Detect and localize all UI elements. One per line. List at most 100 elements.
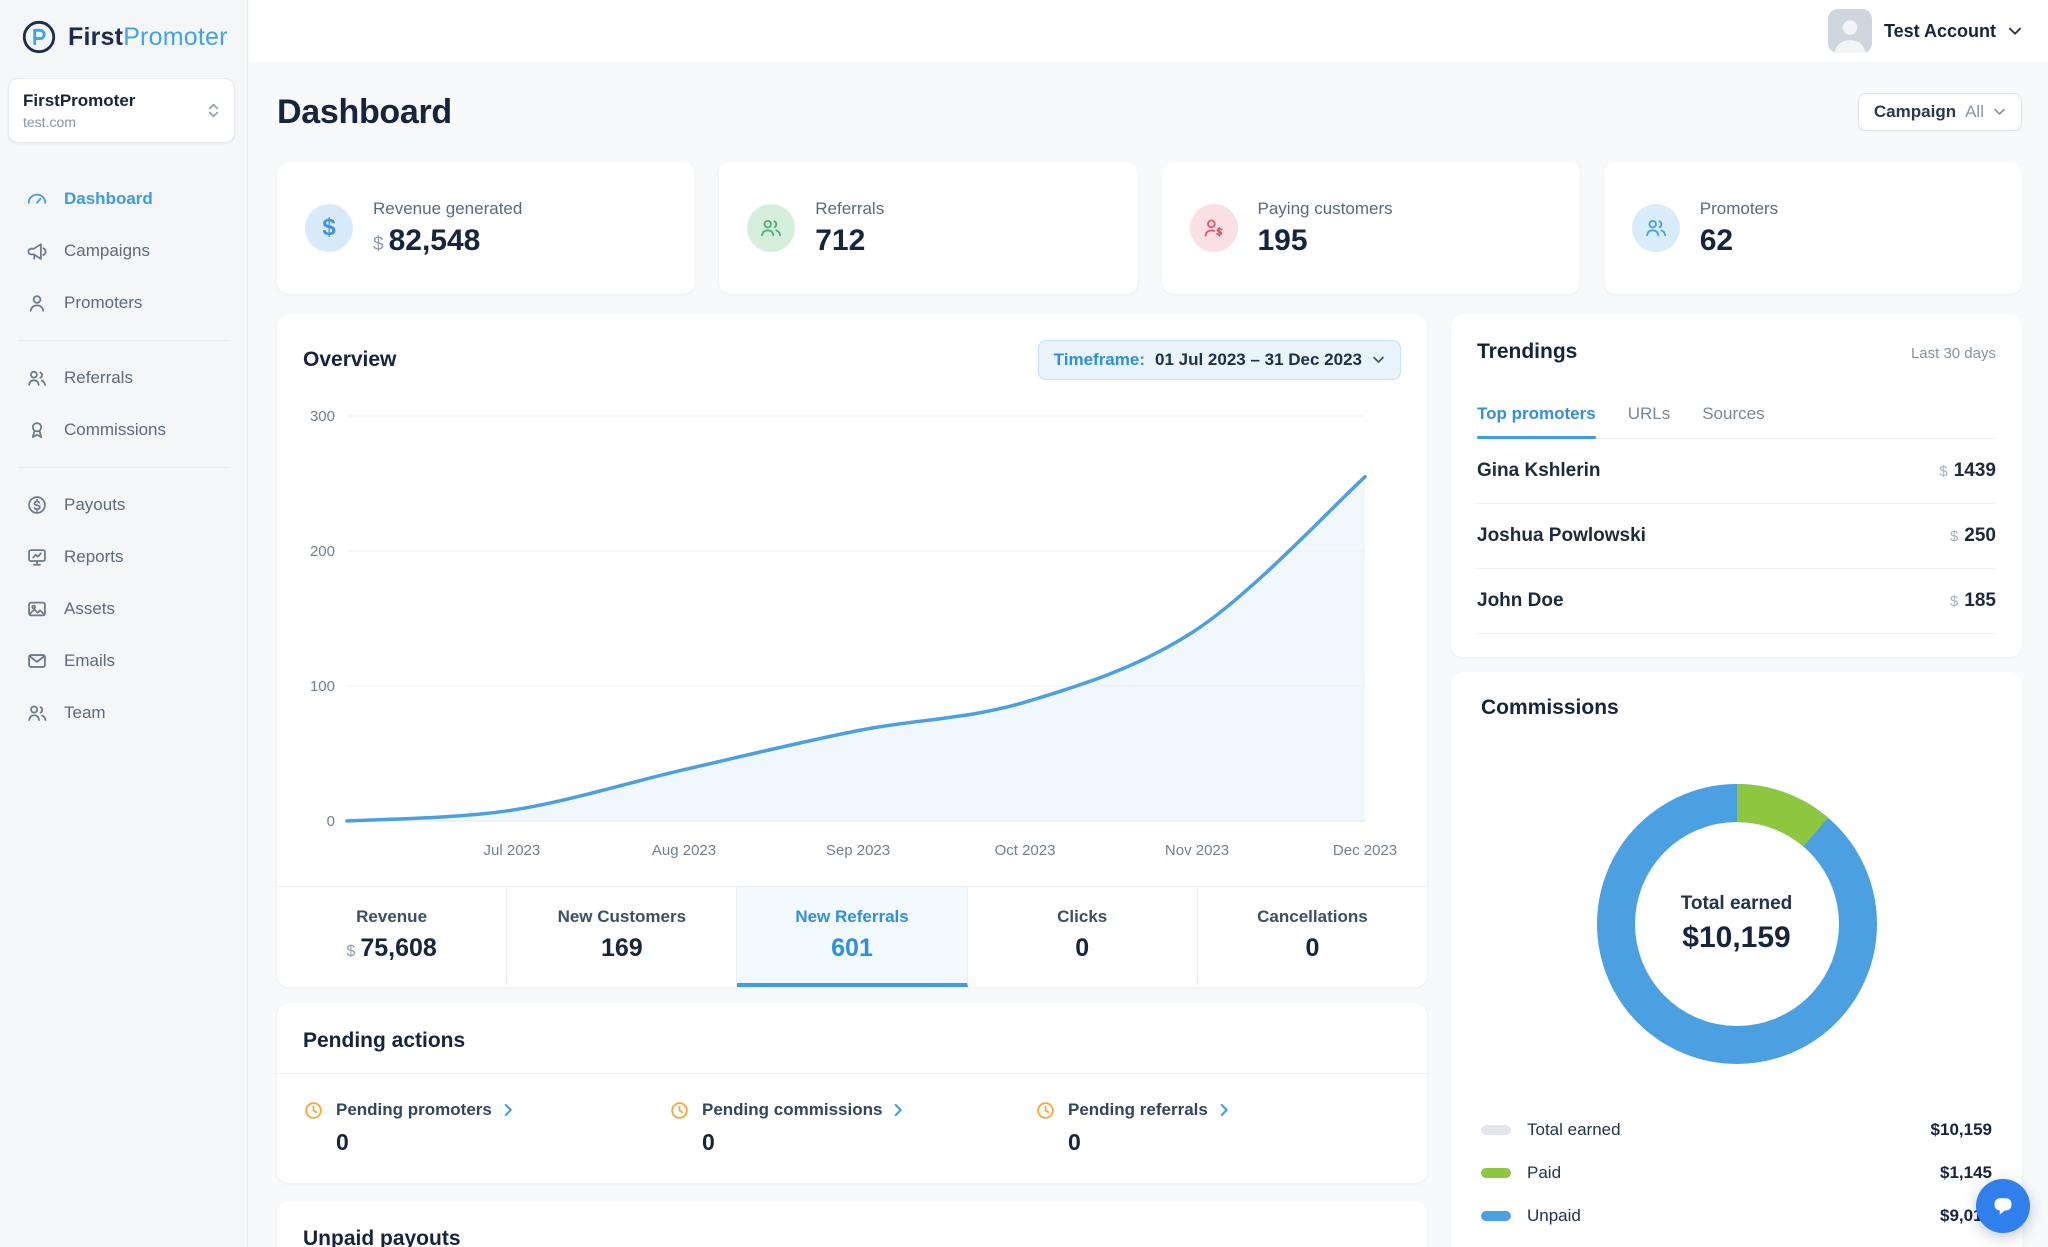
envelope-icon bbox=[26, 650, 48, 672]
workspace-switcher[interactable]: FirstPromoter test.com bbox=[8, 78, 235, 143]
workspace-name: FirstPromoter bbox=[23, 91, 136, 110]
sidebar-item-team[interactable]: Team bbox=[0, 687, 247, 739]
tab-urls[interactable]: URLs bbox=[1627, 404, 1671, 423]
nav-divider bbox=[18, 340, 229, 341]
page-title: Dashboard bbox=[277, 92, 452, 131]
clock-icon bbox=[669, 1100, 690, 1156]
nav-divider bbox=[18, 467, 229, 468]
tab-revenue[interactable]: Revenue $75,608 bbox=[277, 887, 508, 987]
trendings-title: Trendings bbox=[1477, 340, 1578, 363]
people-icon bbox=[26, 367, 48, 389]
image-icon bbox=[26, 598, 48, 620]
overview-metric-tabs: Revenue $75,608 New Customers 169 New Re… bbox=[277, 886, 1427, 987]
dashboard-icon bbox=[26, 188, 48, 210]
sidebar-item-assets[interactable]: Assets bbox=[0, 583, 247, 635]
account-menu[interactable]: Test Account bbox=[1827, 9, 2022, 53]
main-content: Dashboard Campaign All $ Revenue generat… bbox=[249, 62, 2048, 1247]
legend-swatch bbox=[1481, 1167, 1511, 1178]
sidebar-item-referrals[interactable]: Referrals bbox=[0, 352, 247, 404]
updown-chevron-icon bbox=[207, 102, 220, 119]
legend-swatch bbox=[1481, 1210, 1511, 1221]
legend-swatch bbox=[1481, 1124, 1511, 1135]
stat-card-referrals: Referrals 712 bbox=[719, 162, 1138, 294]
stat-value: 195 bbox=[1257, 223, 1308, 257]
donut-center-label: Total earned bbox=[1680, 893, 1793, 914]
tab-top-promoters[interactable]: Top promoters bbox=[1477, 404, 1596, 439]
dollar-circle-icon bbox=[26, 494, 48, 516]
account-name: Test Account bbox=[1883, 20, 1996, 41]
chevron-down-icon bbox=[1372, 356, 1385, 364]
trending-row: Joshua Powlowski $250 bbox=[1477, 504, 1996, 569]
workspace-domain: test.com bbox=[23, 114, 76, 130]
stat-value: 712 bbox=[815, 223, 866, 257]
svg-text:100: 100 bbox=[310, 678, 335, 695]
medal-icon bbox=[26, 419, 48, 441]
trendings-period: Last 30 days bbox=[1910, 345, 1996, 362]
svg-text:Sep 2023: Sep 2023 bbox=[826, 842, 890, 859]
stat-card-paying-customers: Paying customers 195 bbox=[1161, 162, 1580, 294]
tab-new-customers[interactable]: New Customers 169 bbox=[507, 887, 738, 987]
chat-icon bbox=[1990, 1193, 2016, 1219]
trendings-tabs: Top promoters URLs Sources bbox=[1477, 404, 1996, 439]
tab-clicks[interactable]: Clicks 0 bbox=[968, 887, 1198, 987]
sidebar-item-promoters[interactable]: Promoters bbox=[0, 277, 247, 329]
commissions-legend: Total earned $10,159 Paid $1,145 Unpaid … bbox=[1481, 1108, 1992, 1237]
topbar: Test Account bbox=[249, 0, 2048, 62]
pending-referrals-item[interactable]: Pending referrals 0 bbox=[1035, 1100, 1401, 1156]
sidebar-item-campaigns[interactable]: Campaigns bbox=[0, 225, 247, 277]
overview-line-chart: 0 100 200 300 Jul 2023 Aug 2023 Sep 2023 Oct 20… bbox=[310, 408, 1397, 859]
referrals-icon bbox=[747, 204, 796, 252]
person-icon bbox=[26, 292, 48, 314]
sidebar-item-emails[interactable]: Emails bbox=[0, 635, 247, 687]
chevron-right-icon bbox=[894, 1103, 903, 1117]
commissions-donut-chart: Total earned $10,159 bbox=[1596, 784, 1877, 1064]
chevron-right-icon bbox=[1220, 1103, 1229, 1117]
trending-row: Gina Kshlerin $1439 bbox=[1477, 439, 1996, 504]
pending-actions-title: Pending actions bbox=[303, 1029, 466, 1052]
legend-row-paid: Paid $1,145 bbox=[1481, 1151, 1992, 1194]
sidebar-nav: Dashboard Campaigns Promoters Referrals bbox=[0, 173, 247, 739]
sidebar-item-payouts[interactable]: Payouts bbox=[0, 479, 247, 531]
tab-cancellations[interactable]: Cancellations 0 bbox=[1257, 907, 1368, 962]
tab-sources[interactable]: Sources bbox=[1702, 404, 1765, 423]
svg-text:Dec 2023: Dec 2023 bbox=[1333, 842, 1397, 859]
sidebar-item-dashboard[interactable]: Dashboard bbox=[0, 173, 247, 225]
clock-icon bbox=[303, 1100, 324, 1156]
chevron-right-icon bbox=[504, 1103, 513, 1117]
team-icon bbox=[26, 702, 48, 724]
pending-actions-card: Pending actions Pending promoters 0 bbox=[277, 1003, 1427, 1183]
svg-text:Jul 2023: Jul 2023 bbox=[484, 842, 541, 859]
stat-cards-row: $ Revenue generated $82,548 Referrals 71… bbox=[277, 162, 2022, 294]
svg-text:300: 300 bbox=[310, 408, 335, 425]
timeframe-selector[interactable]: Timeframe: 01 Jul 2023 – 31 Dec 2023 bbox=[1037, 340, 1401, 380]
commissions-card: Commissions Total earned $10,159 Total e… bbox=[1451, 672, 2022, 1247]
stat-value: $82,548 bbox=[373, 223, 481, 257]
promoters-icon bbox=[1631, 204, 1680, 252]
legend-row-total-earned: Total earned $10,159 bbox=[1481, 1108, 1992, 1151]
clock-icon bbox=[1035, 1100, 1056, 1156]
overview-title: Overview bbox=[303, 348, 397, 371]
megaphone-icon bbox=[26, 240, 48, 262]
sidebar-item-reports[interactable]: Reports bbox=[0, 531, 247, 583]
trendings-card: Trendings Last 30 days Top promoters URL… bbox=[1451, 314, 2022, 657]
unpaid-payouts-card: Unpaid payouts bbox=[277, 1201, 1427, 1247]
trending-row: John Doe $185 bbox=[1477, 569, 1996, 634]
chat-widget-button[interactable] bbox=[1976, 1179, 2030, 1233]
tab-new-referrals[interactable]: New Referrals 601 bbox=[737, 887, 968, 987]
sidebar-item-commissions[interactable]: Commissions bbox=[0, 404, 247, 456]
sidebar: FirstPromoter FirstPromoter test.com Das… bbox=[0, 0, 248, 1247]
campaign-filter-button[interactable]: Campaign All bbox=[1857, 93, 2022, 131]
avatar bbox=[1827, 9, 1872, 53]
stat-card-promoters: Promoters 62 bbox=[1603, 162, 2022, 294]
svg-text:Aug 2023: Aug 2023 bbox=[652, 842, 716, 859]
pending-promoters-item[interactable]: Pending promoters 0 bbox=[303, 1100, 669, 1156]
commissions-title: Commissions bbox=[1481, 696, 1619, 719]
monitor-icon bbox=[26, 546, 48, 568]
svg-text:Nov 2023: Nov 2023 bbox=[1165, 842, 1229, 859]
app-logo[interactable]: FirstPromoter bbox=[0, 0, 247, 56]
unpaid-payouts-title: Unpaid payouts bbox=[303, 1227, 461, 1247]
pending-commissions-item[interactable]: Pending commissions 0 bbox=[669, 1100, 1035, 1156]
legend-row-unpaid: Unpaid $9,014 bbox=[1481, 1194, 1992, 1237]
chevron-down-icon bbox=[2008, 27, 2022, 36]
firstpromoter-logo-icon bbox=[20, 18, 58, 56]
